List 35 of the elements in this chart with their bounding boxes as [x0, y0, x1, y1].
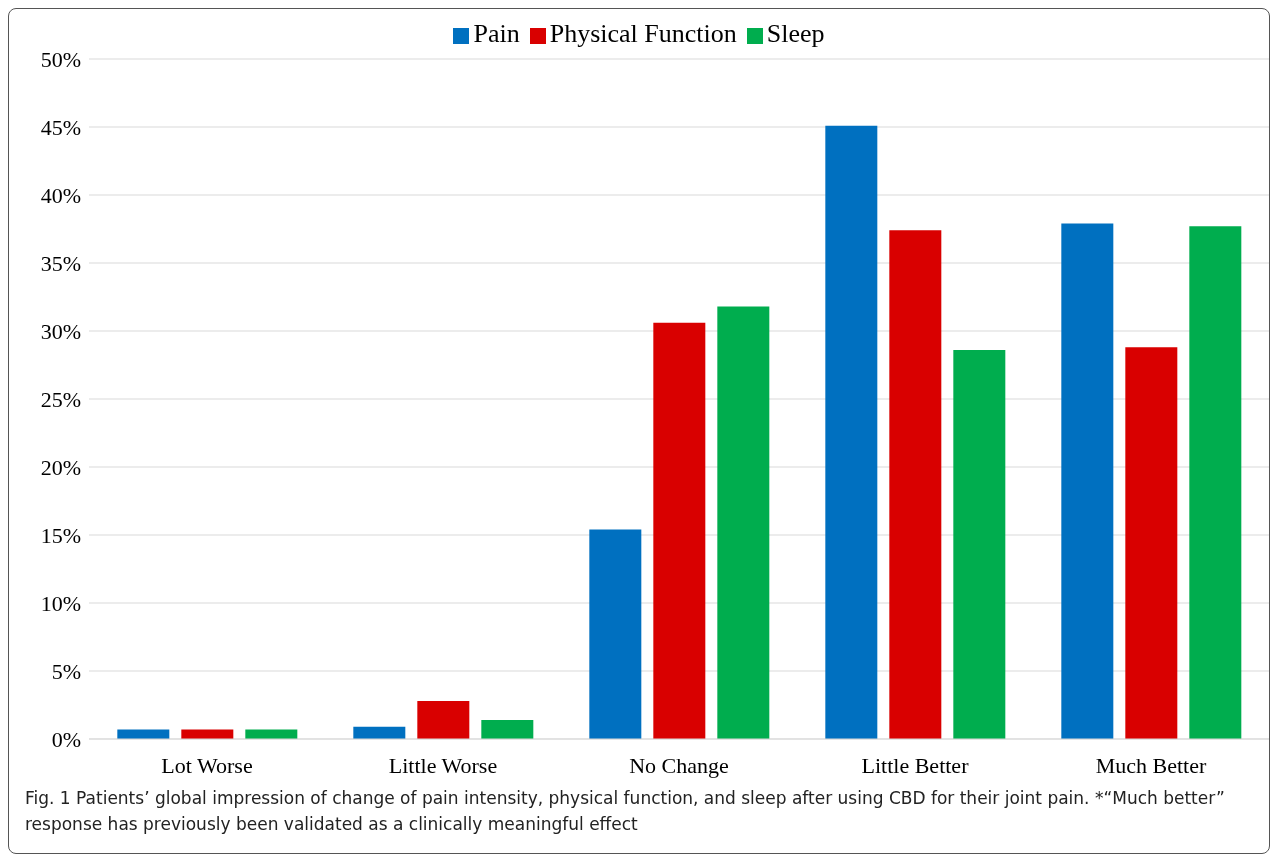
bar: [825, 125, 878, 739]
y-tick-label: 0%: [51, 726, 81, 752]
y-tick-label: 15%: [40, 522, 81, 548]
legend-label: Pain: [473, 19, 520, 48]
bar: [953, 350, 1006, 739]
y-tick-label: 40%: [40, 182, 81, 208]
bar: [417, 700, 470, 739]
y-tick-label: 10%: [40, 590, 81, 616]
x-tick-label: Much Better: [1095, 752, 1207, 778]
bar: [181, 729, 234, 739]
legend-label: Physical Function: [549, 19, 737, 48]
bar: [245, 729, 298, 739]
x-tick-label: No Change: [629, 752, 729, 778]
bar: [1189, 226, 1242, 739]
bar: [481, 719, 534, 739]
bar: [1061, 223, 1114, 739]
x-tick-label: Little Better: [861, 752, 970, 778]
x-tick-label: Lot Worse: [161, 752, 253, 778]
bar: [1125, 347, 1178, 739]
y-tick-label: 30%: [40, 318, 81, 344]
bar: [889, 230, 942, 739]
y-tick-label: 20%: [40, 454, 81, 480]
y-tick-label: 25%: [40, 386, 81, 412]
y-tick-label: 5%: [51, 658, 81, 684]
bar: [717, 306, 770, 739]
y-tick-label: 45%: [40, 114, 81, 140]
x-tick-label: Little Worse: [388, 752, 498, 778]
caption: Fig. 1 Patients’ global impression of change of pain intensity, physical function, and sleep after using CBD for their joint pain. *“Much better” response has previously been validated as a clinically meaningful effect: [25, 787, 1226, 836]
bar: [353, 726, 406, 739]
bar: [653, 322, 706, 739]
legend-label: Sleep: [766, 19, 825, 48]
y-tick-label: 50%: [40, 46, 81, 72]
y-tick-label: 35%: [40, 250, 81, 276]
bar: [117, 729, 170, 739]
bar: [589, 529, 642, 739]
